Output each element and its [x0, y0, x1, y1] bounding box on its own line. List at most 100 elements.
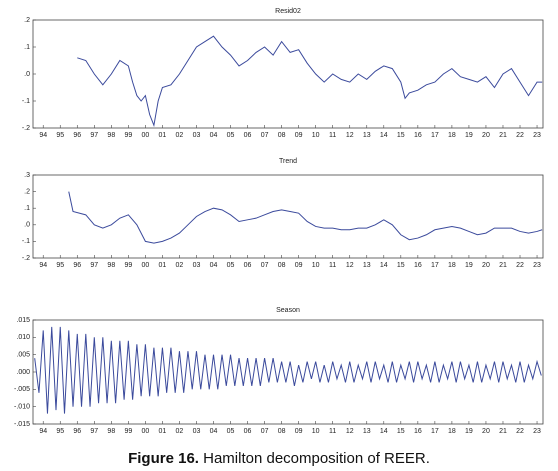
x-tick-label: 07: [261, 428, 269, 435]
caption-text: Hamilton decomposition of REER.: [203, 450, 430, 467]
x-tick-label: 09: [295, 132, 303, 139]
x-tick-label: 23: [533, 262, 541, 269]
x-tick-label: 02: [176, 262, 184, 269]
x-tick-label: 13: [363, 428, 371, 435]
x-tick-label: 02: [176, 428, 184, 435]
x-tick-label: 95: [56, 262, 64, 269]
x-tick-label: 95: [56, 132, 64, 139]
x-tick-label: 03: [193, 428, 201, 435]
y-tick-label: .2: [24, 17, 30, 24]
x-tick-label: 08: [278, 428, 286, 435]
y-tick-label: .0: [24, 222, 30, 229]
y-tick-label: -.010: [14, 404, 30, 411]
y-tick-label: .2: [24, 188, 30, 195]
x-tick-label: 03: [193, 262, 201, 269]
x-tick-label: 18: [448, 132, 456, 139]
x-tick-label: 10: [312, 262, 320, 269]
x-tick-label: 98: [107, 428, 115, 435]
x-tick-label: 22: [516, 428, 524, 435]
figure-label: Figure 16.: [128, 450, 199, 467]
x-tick-label: 15: [397, 132, 405, 139]
x-tick-label: 14: [380, 132, 388, 139]
x-tick-label: 05: [227, 428, 235, 435]
x-tick-label: 00: [141, 132, 149, 139]
x-tick-label: 17: [431, 262, 439, 269]
y-tick-label: .3: [24, 172, 30, 179]
y-tick-label: .015: [16, 317, 30, 324]
x-tick-label: 15: [397, 262, 405, 269]
y-tick-label: .000: [16, 369, 30, 376]
x-tick-label: 07: [261, 262, 269, 269]
x-tick-label: 16: [414, 132, 422, 139]
y-tick-label: .1: [24, 205, 30, 212]
x-tick-label: 06: [244, 132, 252, 139]
x-tick-label: 98: [107, 132, 115, 139]
x-tick-label: 05: [227, 262, 235, 269]
x-tick-label: 18: [448, 262, 456, 269]
x-tick-label: 04: [210, 262, 218, 269]
x-tick-label: 19: [465, 262, 473, 269]
panel-title: Trend: [279, 158, 297, 165]
x-tick-label: 96: [73, 132, 81, 139]
x-tick-label: 13: [363, 262, 371, 269]
x-tick-label: 20: [482, 132, 490, 139]
y-tick-label: -.2: [22, 125, 30, 132]
x-tick-label: 99: [124, 428, 132, 435]
x-tick-label: 08: [278, 132, 286, 139]
x-tick-label: 97: [90, 132, 98, 139]
x-tick-label: 01: [159, 132, 167, 139]
y-tick-label: .005: [16, 352, 30, 359]
x-tick-label: 23: [533, 428, 541, 435]
plot-frame: [32, 19, 544, 129]
x-tick-label: 05: [227, 132, 235, 139]
x-tick-label: 12: [346, 132, 354, 139]
x-tick-label: 00: [141, 262, 149, 269]
panel-title: Season: [276, 307, 300, 314]
x-tick-label: 04: [210, 132, 218, 139]
x-tick-label: 18: [448, 428, 456, 435]
x-tick-label: 98: [107, 262, 115, 269]
x-tick-label: 22: [516, 262, 524, 269]
x-tick-label: 96: [73, 262, 81, 269]
x-tick-label: 21: [499, 132, 507, 139]
x-tick-label: 04: [210, 428, 218, 435]
x-tick-label: 99: [124, 262, 132, 269]
x-tick-label: 10: [312, 428, 320, 435]
x-tick-label: 13: [363, 132, 371, 139]
x-tick-label: 01: [159, 428, 167, 435]
y-tick-label: -.1: [22, 238, 30, 245]
x-tick-label: 02: [176, 132, 184, 139]
panel-title: Resid02: [275, 8, 301, 15]
x-tick-label: 20: [482, 428, 490, 435]
x-tick-label: 09: [295, 262, 303, 269]
x-tick-label: 11: [329, 132, 336, 139]
x-tick-label: 94: [39, 262, 47, 269]
x-tick-label: 16: [414, 262, 422, 269]
x-tick-label: 07: [261, 132, 269, 139]
charts: Resid02 .2 .1 .0 -.1 -.2 94 95 96 97 98 99 00 01 02 03 0…: [14, 8, 544, 435]
data-line: [68, 191, 543, 244]
x-tick-label: 94: [39, 132, 47, 139]
x-tick-label: 21: [499, 428, 507, 435]
y-tick-label: -.1: [22, 98, 30, 105]
x-tick-label: 96: [73, 428, 81, 435]
x-tick-label: 14: [380, 262, 388, 269]
x-tick-label: 11: [329, 428, 336, 435]
y-tick-label: .010: [16, 334, 30, 341]
y-tick-label: -.2: [22, 255, 30, 262]
x-tick-label: 97: [90, 428, 98, 435]
x-tick-label: 21: [499, 262, 507, 269]
x-tick-label: 16: [414, 428, 422, 435]
x-tick-label: 22: [516, 132, 524, 139]
x-tick-label: 12: [346, 262, 354, 269]
x-tick-label: 17: [431, 428, 439, 435]
x-tick-label: 20: [482, 262, 490, 269]
x-tick-label: 00: [141, 428, 149, 435]
data-line: [77, 35, 543, 128]
plot-frame: [32, 174, 544, 259]
x-tick-label: 06: [244, 428, 252, 435]
x-tick-label: 19: [465, 428, 473, 435]
y-tick-label: -.015: [14, 421, 30, 428]
x-tick-label: 14: [380, 428, 388, 435]
